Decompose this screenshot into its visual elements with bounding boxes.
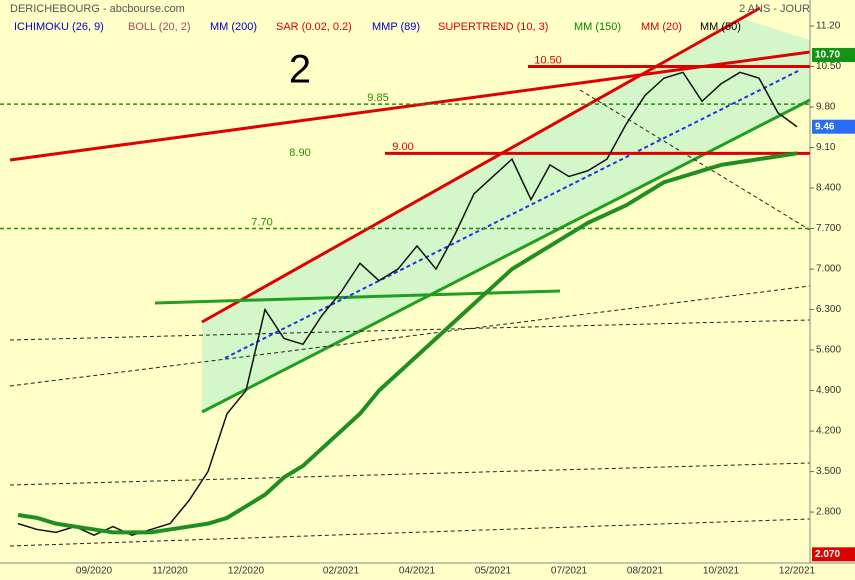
legend-entry: MM (50)	[700, 21, 741, 33]
chart-title: DERICHEBOURG - abcbourse.com	[10, 3, 185, 15]
x-tick-label: 08/2021	[627, 566, 664, 577]
trendline	[9, 285, 811, 387]
level-label: 10.50	[534, 54, 562, 66]
price-tag	[812, 547, 855, 562]
chart-subtitle: 2 ANS - JOUR	[739, 3, 810, 15]
legend-entry: MM (150)	[574, 21, 621, 33]
x-tick-label: 02/2021	[323, 566, 360, 577]
y-tick-label: 4.900	[816, 385, 841, 396]
level-label: 9.85	[367, 92, 388, 104]
y-tick-label: 6.300	[816, 304, 841, 315]
x-tick-label: 07/2021	[551, 566, 588, 577]
legend-entry: MM (200)	[210, 21, 257, 33]
y-tick-label: 8.400	[816, 183, 841, 194]
y-tick-label: 9.10	[816, 142, 836, 153]
y-tick-label: 3.500	[816, 466, 841, 477]
channel-fill	[202, 18, 810, 412]
price-tag-label: 2.070	[815, 549, 840, 560]
y-tick-label: 5.600	[816, 345, 841, 356]
trendline	[154, 289, 561, 305]
y-tick-label: 11.20	[816, 21, 841, 32]
legend-entry: ICHIMOKU (26, 9)	[14, 21, 104, 33]
x-tick-label: 10/2021	[703, 566, 740, 577]
trendline	[9, 319, 811, 341]
trendline	[579, 89, 811, 231]
level-label: 8.90	[289, 147, 310, 159]
x-tick-label: 04/2021	[399, 566, 436, 577]
legend-entry: MMP (89)	[372, 21, 420, 33]
y-tick-label: 7.700	[816, 223, 841, 234]
y-tick-label: 9.80	[816, 102, 836, 113]
legend-entry: MM (20)	[641, 21, 682, 33]
trendline	[9, 518, 811, 547]
trendline	[9, 50, 811, 162]
legend-entry: SAR (0.02, 0.2)	[276, 21, 352, 33]
level-label: 7.70	[251, 216, 272, 228]
price-tag-label: 10.70	[815, 50, 840, 61]
trendline	[201, 6, 761, 324]
y-tick-label: 2.800	[816, 507, 841, 518]
x-tick-label: 11/2020	[152, 566, 188, 577]
level-label: 9.00	[392, 141, 413, 153]
drawings	[9, 6, 811, 547]
x-tick-label: 12/2021	[779, 566, 816, 577]
x-tick-label: 05/2021	[475, 566, 512, 577]
legend-entry: SUPERTREND (10, 3)	[438, 21, 548, 33]
trendline	[224, 69, 801, 359]
price-tag	[812, 47, 855, 62]
price-tag-label: 9.46	[815, 121, 835, 132]
price-tag	[812, 119, 855, 134]
trendline	[9, 462, 811, 486]
y-tick-label: 4.200	[816, 426, 841, 437]
annotation: 2	[289, 48, 311, 92]
moving-average	[17, 151, 798, 535]
x-tick-label: 09/2020	[76, 566, 113, 577]
y-tick-label: 7.000	[816, 264, 841, 275]
legend-entry: BOLL (20, 2)	[128, 21, 191, 33]
x-tick-label: 12/2020	[228, 566, 265, 577]
y-tick-label: 10.50	[816, 61, 841, 72]
